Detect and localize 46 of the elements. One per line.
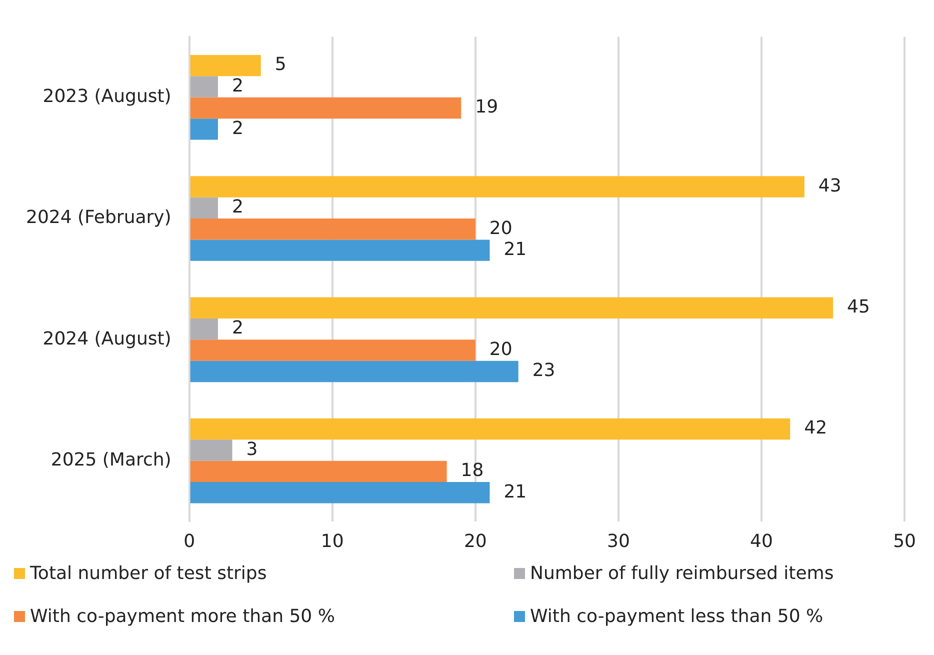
data-label: 2	[232, 75, 244, 96]
bar	[190, 118, 218, 140]
legend-label: Total number of test strips	[30, 563, 267, 584]
data-label: 45	[847, 296, 870, 318]
data-label: 20	[489, 218, 512, 239]
bar	[190, 318, 218, 340]
bar	[190, 440, 232, 461]
legend-label: Number of fully reimbursed items	[530, 563, 834, 584]
bar	[190, 360, 518, 382]
data-label: 19	[475, 96, 498, 118]
bar	[190, 97, 462, 119]
y-tick-label: 2023 (August)	[42, 86, 172, 108]
bar	[190, 340, 476, 361]
bar	[190, 482, 490, 504]
data-label: 2	[232, 118, 244, 139]
data-label: 23	[532, 360, 556, 382]
bar	[190, 297, 834, 318]
data-label: 43	[818, 175, 842, 196]
data-label: 42	[804, 418, 828, 439]
data-label: 18	[460, 460, 484, 482]
legend-label: With co-payment less than 50 %	[530, 606, 824, 627]
bar	[190, 76, 218, 98]
data-label: 2	[232, 318, 244, 339]
y-tick-label: 2024 (August)	[42, 328, 172, 350]
bar	[190, 418, 790, 440]
data-label: 3	[246, 438, 258, 460]
y-tick-label: 2025 (March)	[50, 449, 172, 470]
bar	[190, 54, 261, 76]
x-tick-label: 40	[750, 530, 773, 552]
bar	[190, 460, 447, 482]
x-tick-label: 50	[893, 530, 916, 552]
data-label: 21	[504, 481, 527, 502]
legend-label: With co-payment more than 50 %	[30, 606, 335, 627]
x-tick-label: 0	[184, 530, 196, 552]
bar	[190, 197, 218, 219]
data-label: 20	[489, 338, 512, 360]
bar	[190, 218, 476, 240]
data-label: 2	[232, 196, 244, 218]
bar	[190, 240, 490, 261]
data-label: 5	[274, 54, 286, 76]
y-tick-label: 2024 (February)	[26, 207, 172, 228]
x-tick-label: 10	[320, 530, 344, 552]
x-tick-label: 30	[607, 530, 630, 552]
x-tick-label: 20	[464, 530, 487, 552]
data-label: 21	[504, 239, 527, 260]
bar	[190, 176, 804, 198]
